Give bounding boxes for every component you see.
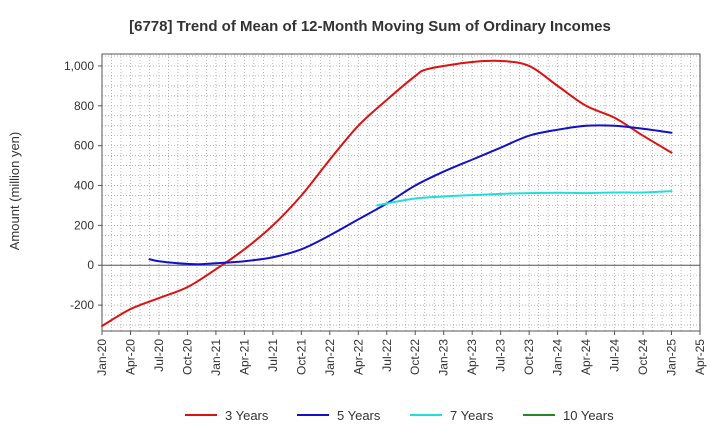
x-tick-label: Jan-24 <box>551 339 565 376</box>
x-tick-label: Jul-24 <box>608 339 622 372</box>
x-tick-label: Jul-20 <box>152 339 166 372</box>
y-tick-label: 800 <box>74 99 94 113</box>
legend: 3 Years 5 Years 7 Years 10 Years <box>185 408 614 423</box>
y-tick-label: 200 <box>74 218 94 232</box>
x-tick-label: Apr-20 <box>123 339 137 375</box>
x-tick-label: Jan-20 <box>95 339 109 376</box>
chart-title: [6778] Trend of Mean of 12-Month Moving … <box>129 18 611 35</box>
x-tick-label: Jan-23 <box>437 339 451 376</box>
x-tick-label: Apr-24 <box>579 339 593 375</box>
legend-label-5-years: 5 Years <box>337 408 381 423</box>
x-tick-label: Jul-22 <box>380 339 394 372</box>
x-tick-label: Oct-21 <box>294 339 308 375</box>
x-tick-label: Apr-21 <box>237 339 251 375</box>
legend-label-10-years: 10 Years <box>563 408 614 423</box>
x-tick-label: Oct-23 <box>522 339 536 375</box>
series-line-7-years <box>376 190 673 207</box>
y-tick-label: 600 <box>74 139 94 153</box>
x-tick-label: Jul-21 <box>266 339 280 372</box>
legend-label-7-years: 7 Years <box>450 408 494 423</box>
x-tick-label: Apr-23 <box>465 339 479 375</box>
plot-frame <box>101 53 701 332</box>
x-tick-label: Jan-25 <box>665 339 679 376</box>
x-tick-label: Jul-23 <box>494 339 508 372</box>
x-tick-label: Oct-22 <box>408 339 422 375</box>
y-tick-label: -200 <box>70 298 94 312</box>
series-line-3-years <box>101 59 673 328</box>
plot-area: -200 0 200 400 600 800 1,000 Jan-20 Apr-20 Jul-20… <box>64 53 707 376</box>
x-tick-label: Jan-21 <box>209 339 223 376</box>
x-tick-label: Jan-22 <box>323 339 337 376</box>
x-tick-label: Oct-20 <box>180 339 194 375</box>
y-axis-label: Amount (million yen) <box>7 132 22 251</box>
x-tick-label: Apr-22 <box>351 339 365 375</box>
y-tick-label: 400 <box>74 179 94 193</box>
x-tick-label: Apr-25 <box>693 339 707 375</box>
x-tick-label: Oct-24 <box>636 339 650 375</box>
legend-label-3-years: 3 Years <box>225 408 269 423</box>
y-tick-label: 1,000 <box>64 59 94 73</box>
y-tick-label: 0 <box>87 258 94 272</box>
